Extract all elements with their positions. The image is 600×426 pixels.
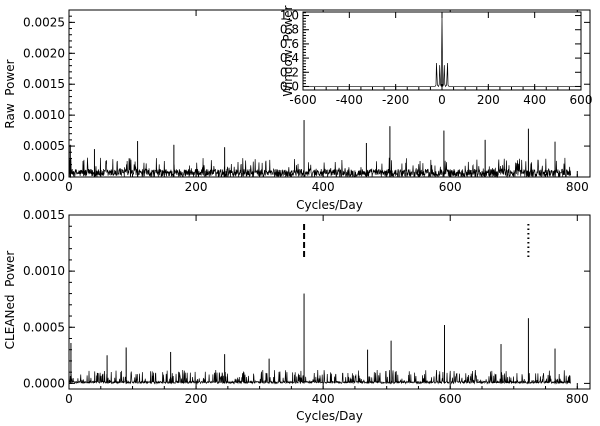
- top-xtick-label: 400: [312, 180, 335, 194]
- top-xtick-label: 600: [439, 180, 462, 194]
- top-xtick-label: 800: [566, 180, 589, 194]
- top-xtick-label: 0: [65, 180, 73, 194]
- inset-ytick-label: 0.4: [280, 51, 299, 65]
- cleaned-power-panel: 0 200 400 600 800 0.0000 0.0005 0.0010 0.0015 Cyc…: [3, 208, 591, 423]
- bottom-ytick-label: 0.0015: [23, 208, 65, 222]
- top-ytick-label: 0.0015: [23, 77, 65, 91]
- top-ytick-label: 0.0020: [23, 46, 65, 60]
- top-ytick-label: 0.0000: [23, 170, 65, 184]
- bottom-ytick-label: 0.0010: [23, 264, 65, 278]
- top-y-axis-label: Raw Power: [3, 59, 17, 128]
- bottom-ytick-label: 0.0000: [23, 376, 65, 390]
- inset-y-axis-label: Window Power: [281, 5, 295, 96]
- bottom-x-axis-label: Cycles/Day: [296, 409, 363, 423]
- top-x-axis-label: Cycles/Day: [296, 198, 363, 212]
- top-xtick-label: 200: [185, 180, 208, 194]
- window-power-inset: -600 -400 -200 0 200 400 600 0.00.20.40.60.81.0…: [280, 5, 593, 107]
- inset-xtick-label: -200: [382, 93, 409, 107]
- bottom-plot-frame: [68, 214, 591, 390]
- top-ytick-label: 0.0005: [23, 139, 65, 153]
- top-power-series: [68, 120, 572, 179]
- bottom-xtick-label: 0: [65, 392, 73, 406]
- inset-xtick-label: 200: [477, 93, 500, 107]
- bottom-xtick-label: 200: [185, 392, 208, 406]
- bottom-power-series: [68, 293, 572, 385]
- inset-ytick-label: 0.0: [280, 79, 299, 93]
- bottom-ytick-label: 0.0005: [23, 320, 65, 334]
- top-ytick-label: 0.0010: [23, 108, 65, 122]
- inset-xtick-label: 0: [438, 93, 446, 107]
- inset-xtick-label: -600: [289, 93, 316, 107]
- bottom-xtick-label: 400: [312, 392, 335, 406]
- raw-power-panel: 0 200 400 600 800 0.0000 0.0005 0.0010 0.0015 0.0…: [3, 9, 591, 212]
- bottom-xtick-label: 600: [439, 392, 462, 406]
- inset-xtick-label: 600: [570, 93, 593, 107]
- inset-ytick-label: 0.8: [280, 23, 299, 37]
- inset-ytick-label: 1.0: [280, 9, 299, 23]
- inset-xtick-label: 400: [523, 93, 546, 107]
- top-plot-frame: [68, 9, 591, 178]
- bottom-y-axis-label: CLEANed Power: [3, 251, 17, 350]
- inset-ytick-label: 0.2: [280, 65, 299, 79]
- inset-xtick-label: -400: [336, 93, 363, 107]
- top-ytick-label: 0.0025: [23, 15, 65, 29]
- inset-ytick-label: 0.6: [280, 37, 299, 51]
- bottom-xtick-label: 800: [566, 392, 589, 406]
